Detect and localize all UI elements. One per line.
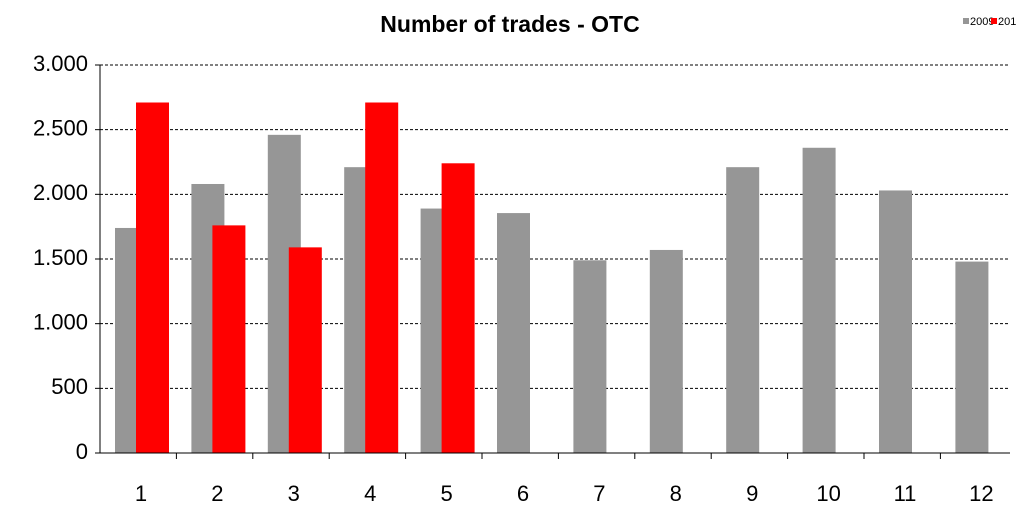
y-tick-label: 0 bbox=[76, 439, 88, 464]
legend-label: 2009 bbox=[970, 16, 994, 28]
bar bbox=[955, 261, 989, 453]
legend-swatch bbox=[991, 18, 997, 24]
x-tick-label: 9 bbox=[746, 481, 758, 506]
x-tick-label: 10 bbox=[816, 481, 840, 506]
x-tick-label: 11 bbox=[894, 481, 917, 506]
y-tick-label: 1.500 bbox=[33, 245, 88, 270]
y-tick-label: 1.000 bbox=[33, 309, 88, 334]
x-tick-label: 5 bbox=[440, 481, 452, 506]
bar bbox=[212, 225, 246, 453]
y-tick-label: 2.000 bbox=[33, 180, 88, 205]
bar bbox=[365, 102, 399, 454]
x-tick-label: 12 bbox=[969, 481, 993, 506]
x-tick-label: 7 bbox=[593, 481, 605, 506]
bar bbox=[879, 190, 912, 453]
bar bbox=[136, 102, 169, 454]
y-tick-label: 500 bbox=[51, 374, 88, 399]
x-tick-label: 1 bbox=[135, 481, 147, 506]
y-tick-label: 3.000 bbox=[33, 51, 88, 76]
x-tick-label: 4 bbox=[364, 481, 376, 506]
bar bbox=[802, 147, 836, 454]
bar bbox=[649, 249, 683, 453]
bar bbox=[726, 167, 760, 453]
x-tick-label: 6 bbox=[517, 481, 529, 506]
x-tick-label: 8 bbox=[670, 481, 682, 506]
chart-title: Number of trades - OTC bbox=[380, 11, 639, 37]
x-tick-label: 3 bbox=[288, 481, 300, 506]
bar bbox=[497, 213, 530, 453]
y-tick-label: 2.500 bbox=[33, 115, 88, 140]
legend-swatch bbox=[963, 18, 969, 24]
bar bbox=[573, 260, 607, 453]
legend-label: 2010 bbox=[998, 16, 1016, 28]
bar bbox=[441, 163, 475, 453]
x-tick-label: 2 bbox=[211, 481, 223, 506]
bar bbox=[288, 247, 322, 453]
